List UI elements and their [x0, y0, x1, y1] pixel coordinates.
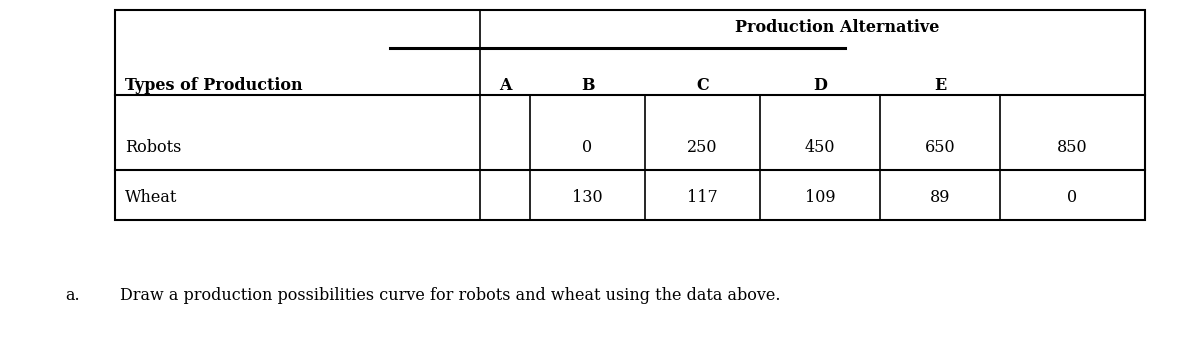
- Text: 89: 89: [930, 188, 950, 205]
- Text: 0: 0: [582, 139, 593, 155]
- Text: a.: a.: [65, 286, 79, 304]
- Text: Production Alternative: Production Alternative: [736, 20, 940, 37]
- Text: 650: 650: [925, 139, 955, 155]
- Bar: [115, 10, 1145, 220]
- Text: 117: 117: [688, 188, 718, 205]
- Text: E: E: [934, 77, 946, 93]
- Text: 0: 0: [1068, 188, 1078, 205]
- Text: B: B: [581, 77, 594, 93]
- Text: Robots: Robots: [125, 139, 181, 155]
- Text: A: A: [499, 77, 511, 93]
- Text: Wheat: Wheat: [125, 188, 178, 205]
- Text: 850: 850: [1057, 139, 1088, 155]
- Text: C: C: [696, 77, 709, 93]
- Text: Draw a production possibilities curve for robots and wheat using the data above.: Draw a production possibilities curve fo…: [120, 286, 780, 304]
- Text: 450: 450: [805, 139, 835, 155]
- Text: Types of Production: Types of Production: [125, 77, 302, 93]
- Text: 250: 250: [688, 139, 718, 155]
- Text: 109: 109: [805, 188, 835, 205]
- Text: D: D: [814, 77, 827, 93]
- Text: 130: 130: [572, 188, 602, 205]
